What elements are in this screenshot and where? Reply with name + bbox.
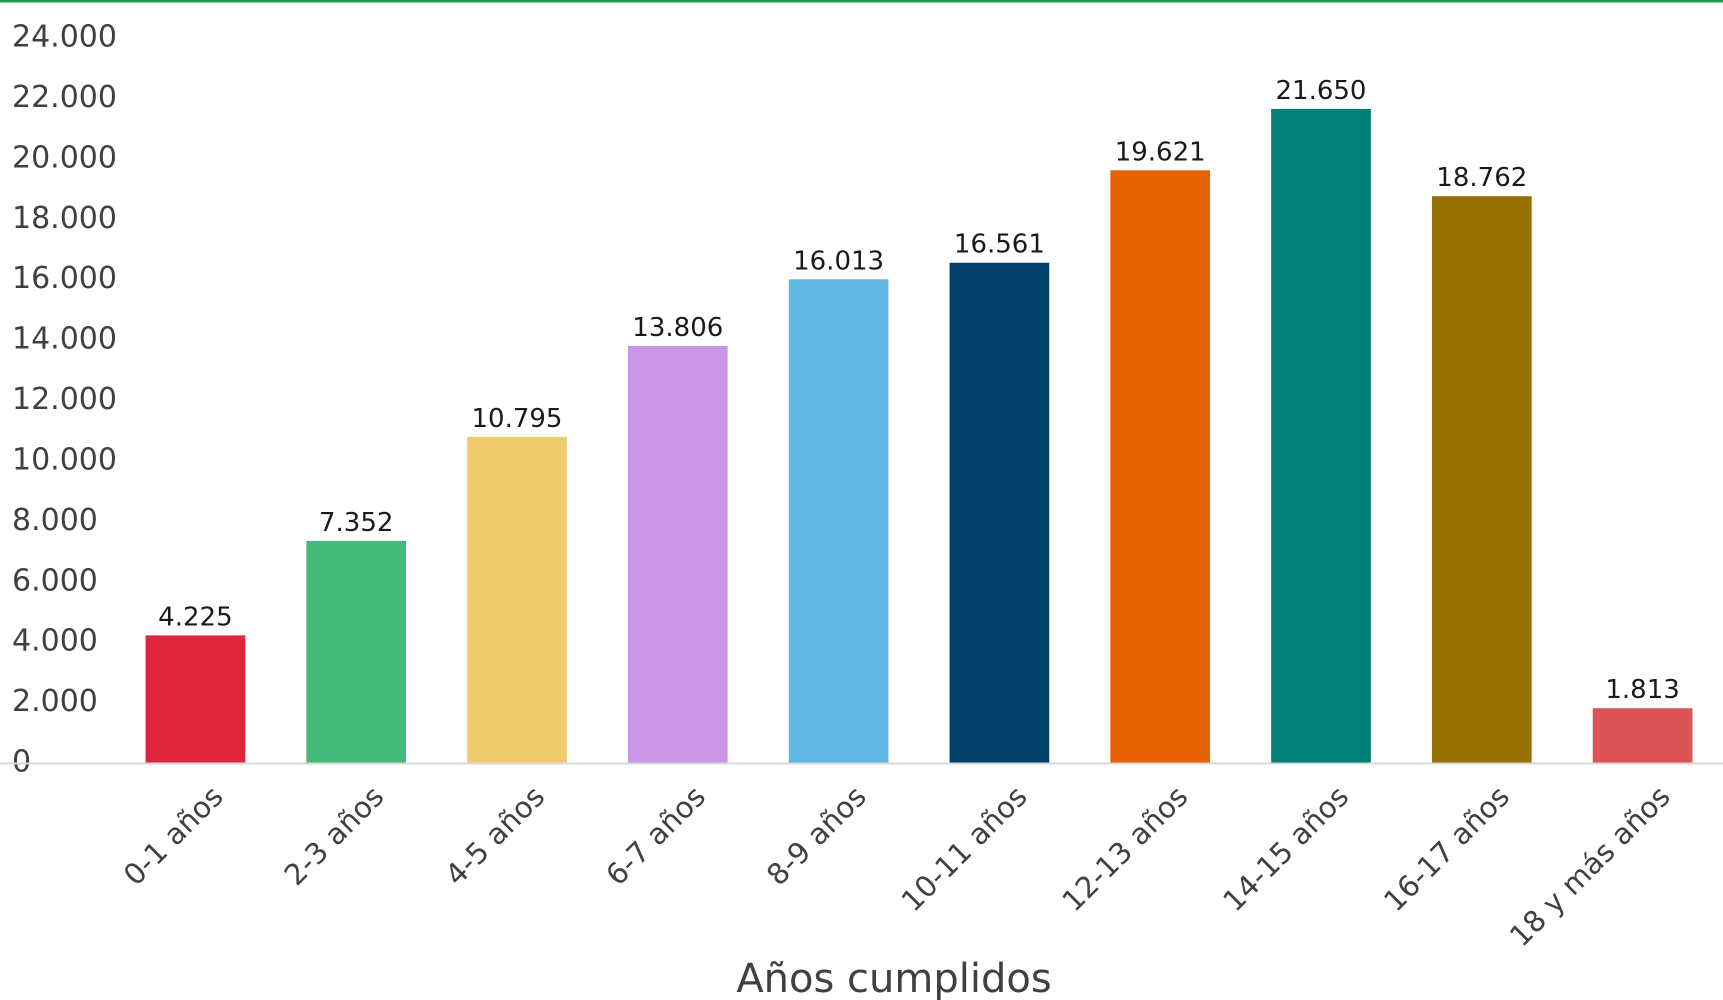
bar [949, 262, 1050, 763]
x-tick-label: 14-15 años [1216, 779, 1355, 918]
bars-group [145, 108, 1693, 764]
y-tick-label: 8.000 [12, 503, 98, 538]
data-label: 21.650 [1276, 76, 1367, 106]
bar [1271, 108, 1371, 764]
x-tick-label: 16-17 años [1377, 779, 1516, 918]
data-label: 16.561 [954, 230, 1045, 260]
y-tick-label: 22.000 [12, 80, 117, 115]
x-tick-label: 10-11 años [895, 779, 1034, 918]
y-tick-label: 0 [12, 745, 31, 780]
y-tick-label: 20.000 [12, 140, 117, 175]
bar [306, 540, 407, 763]
bar [1110, 170, 1211, 763]
y-axis: 0 2.000 4.000 6.000 8.000 10.000 12.000 14.000 1… [12, 20, 117, 780]
y-tick-label: 12.000 [12, 382, 117, 417]
x-tick-label: 4-5 años [438, 779, 551, 892]
y-tick-label: 18.000 [12, 201, 117, 236]
data-label: 1.813 [1605, 675, 1679, 705]
data-label: 19.621 [1115, 137, 1206, 167]
data-label: 4.225 [158, 602, 232, 632]
data-label: 13.806 [632, 313, 723, 343]
x-tick-label: 12-13 años [1055, 779, 1194, 918]
data-label: 10.795 [472, 404, 563, 434]
bar [627, 345, 728, 763]
bar [467, 436, 567, 763]
x-tick-label: 0-1 años [117, 779, 230, 892]
x-tick-label: 6-7 años [599, 779, 712, 892]
data-label: 16.013 [793, 246, 884, 276]
y-tick-label: 16.000 [12, 261, 117, 296]
data-label: 7.352 [319, 508, 393, 538]
x-axis: 0-1 años 2-3 años 4-5 años 6-7 años 8-9 años… [117, 779, 1677, 953]
bar [1431, 196, 1532, 763]
bar [145, 635, 246, 763]
y-tick-label: 6.000 [12, 563, 98, 598]
bar [788, 279, 889, 763]
y-tick-label: 24.000 [12, 20, 117, 55]
y-tick-label: 4.000 [12, 624, 98, 659]
y-tick-label: 2.000 [12, 684, 98, 719]
data-labels-group: 4.225 7.352 10.795 13.806 16.013 16.561 19.621… [158, 76, 1680, 705]
x-tick-label: 18 y más años [1503, 779, 1677, 953]
y-tick-label: 10.000 [12, 442, 117, 477]
x-tick-label: 2-3 años [278, 779, 391, 892]
bar [1592, 708, 1693, 763]
y-tick-label: 14.000 [12, 322, 117, 357]
data-label: 18.762 [1436, 163, 1527, 193]
x-axis-title: Años cumplidos [736, 956, 1051, 1000]
x-tick-label: 8-9 años [760, 779, 873, 892]
